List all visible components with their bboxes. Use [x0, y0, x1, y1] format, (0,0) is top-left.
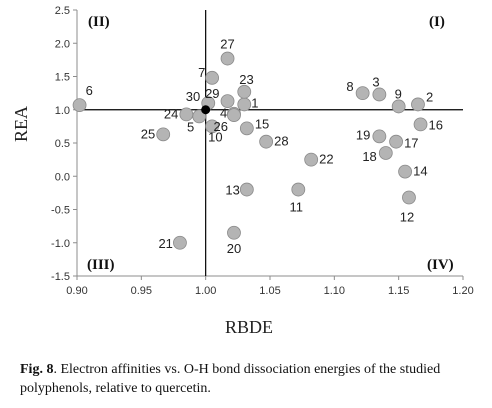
- x-tick-label: 1.05: [259, 285, 280, 297]
- x-tick-label: 0.90: [66, 285, 87, 297]
- y-tick-label: 0.0: [55, 171, 70, 183]
- point-label-29: 29: [205, 86, 219, 101]
- data-point-18: [378, 146, 393, 160]
- y-tick-label: 2.0: [55, 38, 70, 50]
- data-point-22: [304, 152, 319, 167]
- x-axis-title: RBDE: [225, 317, 273, 337]
- data-point-11: [291, 182, 306, 197]
- reference-point: [201, 105, 211, 115]
- y-tick-label: -1.5: [51, 271, 70, 283]
- y-tick-label: 1.5: [55, 72, 70, 84]
- x-tick-label: 1.15: [388, 285, 409, 297]
- x-tick-label: 0.95: [131, 285, 152, 297]
- y-tick-label: 1.0: [55, 105, 70, 117]
- point-label-18: 18: [362, 149, 376, 164]
- data-point-21: [173, 235, 187, 250]
- point-label-15: 15: [255, 116, 269, 131]
- data-point-27: [220, 51, 235, 66]
- point-label-10: 10: [208, 129, 222, 144]
- data-point-8: [355, 86, 370, 101]
- point-label-12: 12: [400, 210, 414, 225]
- data-point-1: [237, 97, 252, 112]
- point-label-8: 8: [346, 79, 353, 94]
- y-tick-label: 0.5: [55, 138, 70, 150]
- quadrant-label-i: (I): [429, 14, 445, 30]
- data-point-25: [156, 127, 171, 142]
- data-point-28: [259, 134, 274, 149]
- data-points: [72, 51, 428, 250]
- data-point-20: [227, 225, 241, 240]
- point-label-25: 25: [141, 126, 155, 141]
- data-point-6: [72, 98, 87, 112]
- point-label-1: 1: [251, 95, 258, 110]
- data-point-19: [372, 129, 387, 144]
- point-label-5: 5: [187, 119, 194, 134]
- y-tick-label: 2.5: [55, 5, 70, 17]
- point-label-14: 14: [413, 164, 427, 179]
- point-label-21: 21: [158, 236, 172, 251]
- y-tick-label: -0.5: [51, 205, 70, 217]
- data-point-15: [239, 121, 254, 136]
- point-label-23: 23: [239, 72, 253, 87]
- caption-figure-number: Fig. 8: [20, 362, 54, 377]
- axes: 0.90 0.95 1.00 1.05 1.10 1.15 1.202.52.01.51.0…: [51, 5, 474, 297]
- data-point-13: [239, 182, 254, 197]
- quadrant-label-iii: (III): [87, 257, 115, 273]
- point-label-2: 2: [426, 89, 433, 104]
- figure-caption: Fig. 8. Electron affinities vs. O-H bond…: [20, 360, 485, 398]
- point-label-17: 17: [404, 136, 418, 151]
- quadrant-label-iv: (IV): [427, 257, 454, 273]
- point-label-7: 7: [198, 65, 205, 80]
- point-label-3: 3: [372, 74, 379, 89]
- x-tick-label: 1.20: [452, 285, 473, 297]
- data-point-17: [389, 134, 403, 149]
- point-label-4: 4: [220, 106, 227, 121]
- x-tick-label: 1.10: [324, 285, 345, 297]
- y-tick-label: -1.0: [51, 238, 70, 250]
- point-label-16: 16: [429, 117, 443, 132]
- data-point-23: [237, 84, 252, 99]
- point-label-24: 24: [164, 106, 178, 121]
- data-point-12: [402, 190, 416, 205]
- data-point-3: [372, 87, 387, 102]
- data-point-2: [411, 97, 425, 112]
- point-label-27: 27: [220, 37, 234, 52]
- point-label-19: 19: [356, 127, 370, 142]
- point-label-30: 30: [186, 89, 200, 104]
- point-label-6: 6: [86, 83, 93, 98]
- scatter-chart: 0.90 0.95 1.00 1.05 1.10 1.15 1.202.52.01.51.0…: [11, 5, 474, 337]
- data-point-26: [227, 108, 241, 122]
- data-point-24: [179, 107, 194, 122]
- data-point-14: [398, 164, 413, 179]
- data-point-7: [205, 70, 220, 85]
- data-point-29: [220, 94, 235, 109]
- data-point-16: [413, 117, 428, 132]
- point-label-22: 22: [319, 152, 333, 167]
- point-label-20: 20: [227, 241, 241, 256]
- caption-text: . Electron affinities vs. O-H bond disso…: [20, 362, 441, 396]
- data-point-9: [391, 99, 406, 114]
- point-label-13: 13: [225, 183, 239, 198]
- data-point-10: [205, 119, 220, 134]
- y-axis-title: REA: [11, 106, 31, 142]
- x-tick-label: 1.00: [195, 285, 216, 297]
- point-label-28: 28: [274, 134, 288, 149]
- point-label-11: 11: [290, 200, 304, 215]
- quadrant-label-ii: (II): [88, 14, 110, 30]
- point-label-9: 9: [395, 86, 402, 101]
- point-label-26: 26: [214, 119, 228, 134]
